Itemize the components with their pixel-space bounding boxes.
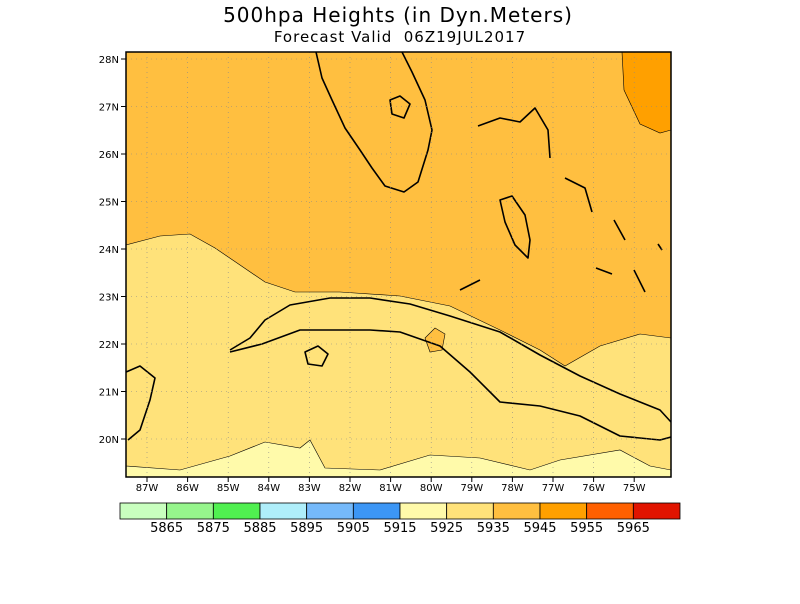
colorbar-label: 5925 (430, 521, 463, 536)
lon-label: 77W (542, 483, 565, 494)
colorbar-box (352, 502, 401, 520)
lon-label: 79W (460, 483, 483, 494)
colorbar-box (306, 502, 354, 520)
coastline (229, 297, 671, 441)
map-frame (125, 51, 672, 478)
lat-label: 20N (99, 435, 119, 446)
lat-label: 27N (99, 103, 119, 114)
lon-label: 80W (420, 483, 443, 494)
lon-label: 84W (257, 483, 280, 494)
map-title: 500hpa Heights (in Dyn.Meters) (223, 3, 573, 27)
lon-label: 81W (379, 483, 402, 494)
colorbar-box (632, 502, 681, 520)
colorbar-box (492, 502, 541, 520)
lat-label: 28N (99, 55, 119, 66)
colorbar-label: 5895 (290, 521, 323, 536)
lat-label: 24N (99, 245, 119, 256)
colorbar-label: 5935 (477, 521, 510, 536)
lon-label: 85W (217, 483, 240, 494)
lon-label: 75W (623, 483, 646, 494)
colorbar-box (119, 502, 168, 520)
colorbar-box (166, 502, 214, 520)
coastline (459, 107, 663, 293)
lon-label: 83W (298, 483, 321, 494)
lat-label: 21N (99, 388, 119, 399)
colorbar-label: 5965 (617, 521, 650, 536)
island (304, 345, 329, 367)
colorbar-label: 5865 (150, 521, 183, 536)
height-fill-5925 (126, 233, 671, 477)
colorbar-box (446, 502, 494, 520)
colorbar-box (399, 502, 448, 520)
lake (389, 95, 411, 119)
lon-label: 76W (582, 483, 605, 494)
colorbar-box (212, 502, 261, 520)
lat-label: 22N (99, 340, 119, 351)
height-fill-5915 (126, 439, 671, 477)
colorbar-label: 5905 (337, 521, 370, 536)
map-subtitle: Forecast Valid 06Z19JUL2017 (274, 28, 526, 46)
lon-label: 87W (136, 483, 159, 494)
grid (121, 52, 671, 482)
lat-label: 23N (99, 293, 119, 304)
lon-label: 78W (501, 483, 524, 494)
lon-label: 86W (176, 483, 199, 494)
colorbar-box (586, 502, 634, 520)
coastline (126, 365, 156, 441)
lat-label: 25N (99, 198, 119, 209)
map-area (121, 51, 672, 482)
colorbar: 5865 5875 5885 5895 5905 5915 5925 5935 5945 5955… (119, 502, 681, 536)
lat-label: 26N (99, 150, 119, 161)
coastline (315, 52, 433, 193)
colorbar-box (259, 502, 308, 520)
colorbar-label: 5885 (243, 521, 276, 536)
colorbar-label: 5945 (523, 521, 556, 536)
lon-label: 82W (339, 483, 362, 494)
colorbar-label: 5955 (570, 521, 603, 536)
colorbar-label: 5875 (197, 521, 230, 536)
colorbar-box (539, 502, 588, 520)
colorbar-label: 5915 (383, 521, 416, 536)
